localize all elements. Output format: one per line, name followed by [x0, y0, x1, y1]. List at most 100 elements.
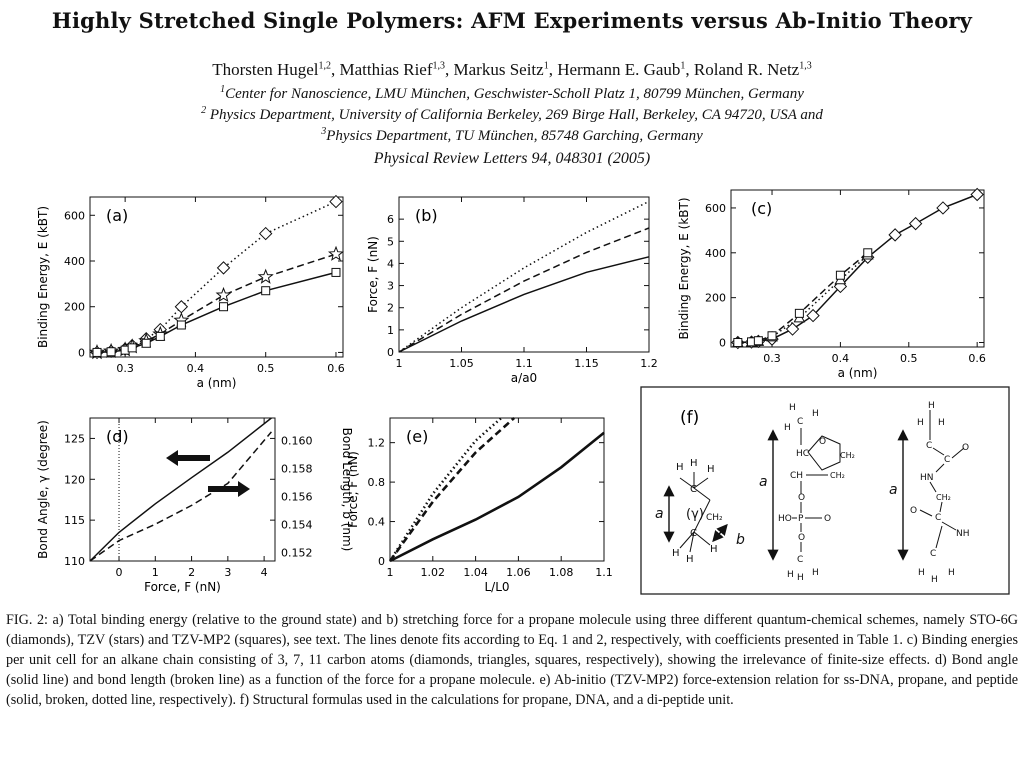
author-affiliation: 1,3 — [799, 60, 812, 72]
x-tick-label: 0 — [116, 566, 123, 579]
x-tick-label: 2 — [188, 566, 195, 579]
affiliation-line: 3Physics Department, TU München, 85748 G… — [0, 126, 1024, 145]
svg-text:O: O — [824, 514, 831, 524]
y2-axis-label: Bond Length, b (nm) — [340, 428, 354, 552]
y-tick-label: 6 — [387, 213, 394, 226]
x-tick-label: 4 — [261, 566, 268, 579]
data-point-star — [215, 286, 232, 303]
x-axis-label: Force, F (nN) — [144, 580, 221, 594]
x-tick-label: 1.08 — [549, 566, 574, 579]
y-tick-label: 1.2 — [368, 437, 386, 450]
y-tick-label: 0 — [719, 337, 726, 350]
x-tick-label: 3 — [224, 566, 231, 579]
series-line — [737, 193, 978, 344]
svg-text:H: H — [784, 423, 791, 433]
panel-label: (c) — [751, 199, 772, 218]
plot-frame — [389, 417, 605, 562]
svg-text:HO: HO — [778, 514, 792, 524]
svg-text:O: O — [910, 506, 917, 516]
x-tick-label: 0.3 — [763, 352, 781, 365]
y-tick-label: 400 — [64, 255, 85, 268]
x-tick-label: 1.1 — [595, 566, 613, 579]
svg-text:CH₂: CH₂ — [840, 451, 855, 460]
svg-text:O: O — [798, 493, 805, 503]
series-line — [96, 200, 337, 354]
y-tick-label: 120 — [64, 473, 85, 486]
svg-text:C: C — [935, 513, 941, 523]
panel-d: 0 1 2 3 4 110 115 120 125 (d) Force, F (nN) Bond An… — [36, 417, 354, 594]
data-point-square — [106, 347, 116, 357]
svg-text:H: H — [797, 573, 804, 583]
panel-e: 1 1.02 1.04 1.06 1.08 1.1 0 0.4 0.8 1.2 (e) L/L0 For… — [346, 417, 613, 594]
series-line — [388, 417, 503, 562]
panel-label: (d) — [106, 427, 129, 446]
x-tick-label: 0.4 — [832, 352, 850, 365]
x-tick-label: 0.6 — [327, 362, 345, 375]
author-list: Thorsten Hugel1,2, Matthias Rief1,3, Mar… — [212, 60, 812, 79]
series-line — [96, 253, 337, 354]
y-tick-label: 0.8 — [368, 476, 386, 489]
svg-text:C: C — [690, 528, 697, 539]
y-tick-label: 1 — [387, 324, 394, 337]
y-tick-label: 600 — [705, 202, 726, 215]
svg-text:C: C — [797, 555, 803, 565]
author-affiliation: 1,2 — [318, 60, 332, 72]
y-tick-label: 600 — [64, 209, 85, 222]
x-axis-label: a (nm) — [197, 376, 237, 390]
series-line — [737, 252, 869, 344]
panel-a: 0.3 0.4 0.5 0.6 0 200 400 600 (a) a (nm) Binding E… — [36, 194, 345, 390]
distance-a-label: a — [759, 474, 768, 490]
data-point-star — [327, 245, 344, 261]
x-tick-label: 1.02 — [421, 566, 446, 579]
panel-label: (a) — [106, 206, 128, 225]
svg-text:H: H — [938, 418, 945, 428]
x-tick-label: 0.4 — [187, 362, 205, 375]
y-tick-label: 200 — [705, 292, 726, 305]
author-affiliation: 1,3 — [432, 60, 446, 72]
svg-text:O: O — [798, 533, 805, 543]
svg-text:H: H — [931, 575, 938, 585]
distance-a-label: a — [889, 482, 898, 498]
data-point-star — [257, 268, 274, 284]
series-line — [89, 417, 272, 562]
svg-text:H: H — [710, 544, 718, 555]
y-axis-label: Force, F (nN) — [346, 451, 360, 528]
plot-frame — [89, 417, 276, 562]
y-tick-label: 0 — [387, 346, 394, 359]
x-tick-label: 0.3 — [116, 362, 134, 375]
data-point-square — [141, 338, 151, 348]
svg-text:H: H — [812, 568, 819, 578]
plot-frame — [730, 189, 985, 348]
svg-text:P: P — [798, 514, 804, 524]
y-tick-label: 4 — [387, 257, 394, 270]
data-point-diamond — [806, 308, 820, 323]
data-point-square — [733, 338, 743, 348]
series-line — [89, 431, 272, 562]
panel-f: (f) H HH C CH₂ C HHH a (γ) b a H — [640, 386, 1010, 595]
data-point-square — [261, 286, 271, 296]
bond-angle-label: (γ) — [686, 507, 704, 522]
data-point-square — [794, 308, 804, 318]
data-point-square — [176, 320, 186, 330]
plot-frame — [89, 196, 344, 358]
paper-title: Highly Stretched Single Polymers: AFM Ex… — [51, 8, 973, 33]
svg-text:C: C — [797, 417, 803, 427]
data-point-diamond — [216, 261, 231, 275]
x-tick-label: 1.06 — [506, 566, 531, 579]
svg-text:CH: CH — [790, 471, 803, 481]
author-name: Hermann E. Gaub — [557, 60, 681, 79]
svg-text:C: C — [926, 441, 932, 451]
data-point-diamond — [329, 194, 343, 209]
affiliation-line: 1Center for Nanoscience, LMU München, Ge… — [0, 84, 1024, 103]
panel-f-frame — [640, 386, 1010, 595]
data-point-square — [863, 248, 873, 258]
panel-label: (b) — [415, 206, 438, 225]
x-tick-label: 1.1 — [515, 357, 533, 370]
x-tick-label: 1.15 — [574, 357, 599, 370]
x-tick-label: 1 — [396, 357, 403, 370]
bond-length-label: b — [736, 532, 745, 548]
